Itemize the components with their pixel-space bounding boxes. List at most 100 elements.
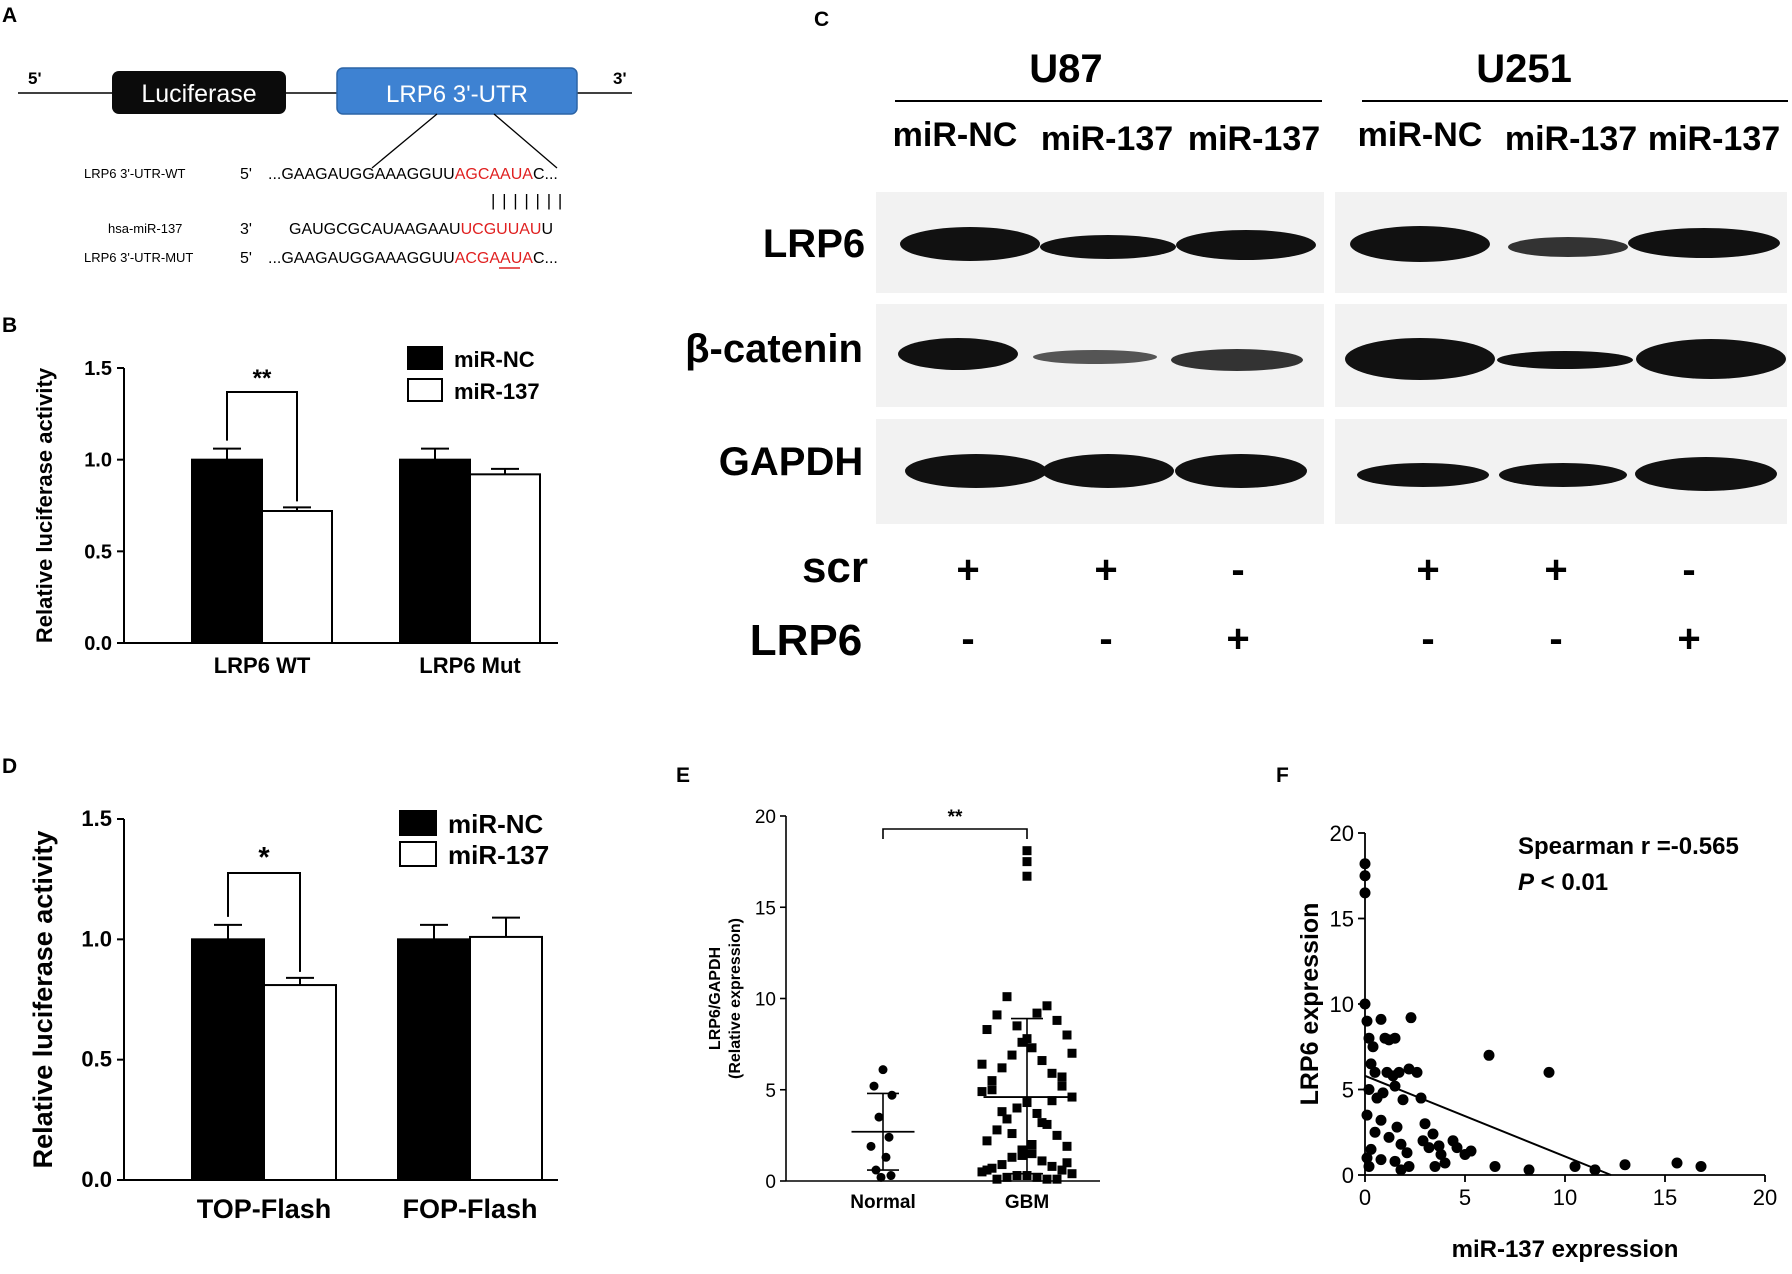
e-gbm-point xyxy=(1017,1150,1027,1160)
b-category-label: LRP6 WT xyxy=(214,653,311,678)
e-normal-point xyxy=(876,1172,886,1182)
utr-box xyxy=(336,67,578,115)
f-point xyxy=(1359,998,1371,1010)
f-point xyxy=(1423,1142,1435,1154)
d-bar xyxy=(263,984,337,1181)
bands xyxy=(898,226,1786,491)
group-label-u251: U251 xyxy=(1476,47,1572,91)
e-gbm-point xyxy=(1022,871,1032,881)
f-point xyxy=(1359,870,1371,882)
e-gbm-point xyxy=(1027,1140,1037,1149)
d-legend-swatch xyxy=(399,841,437,867)
band-u251-bcat-1 xyxy=(1345,338,1495,380)
f-point xyxy=(1363,1160,1375,1172)
f-point xyxy=(1365,1143,1377,1155)
e-gbm-point xyxy=(1067,1048,1077,1058)
e-gbm-point xyxy=(1052,1174,1062,1184)
wt-seq-black: ...GAAGAUGGAAAGGUU xyxy=(268,166,455,183)
panel-e: E 0 5 10 15 20 LRP6/GAPDH (Relative expression… xyxy=(676,764,1100,1213)
lrp6-sign: - xyxy=(1549,617,1562,661)
f-point xyxy=(1389,1155,1401,1167)
f-xtick-label: 5 xyxy=(1459,1185,1471,1210)
mir-row-name: hsa-miR-137 xyxy=(108,221,182,236)
e-ylabel-line1: LRP6/GAPDH xyxy=(707,947,724,1050)
wt-row-end: 5' xyxy=(240,166,252,183)
f-point xyxy=(1369,1066,1381,1078)
panel-f: F 0 5 10 15 20 0 5 10 15 20 miR-137 expression LRP6… xyxy=(1276,764,1777,1263)
b-ytick-label: 1.0 xyxy=(84,450,112,472)
e-gbm-point xyxy=(1022,846,1032,856)
e-gbm-point xyxy=(1057,1081,1067,1091)
f-point xyxy=(1401,1147,1413,1159)
band-u87-lrp6-1 xyxy=(900,227,1040,261)
e-gbm-point xyxy=(1017,1037,1027,1047)
lane-label-2: miR-137 xyxy=(1041,120,1173,158)
panel-d: D 0.0 0.5 1.0 1.5 Relative luciferase activi… xyxy=(2,755,558,1224)
e-gbm-point xyxy=(1047,1096,1057,1106)
e-gbm-point xyxy=(1062,1141,1072,1151)
lane-label-1: miR-NC xyxy=(893,116,1018,154)
lane-label-6: miR-137 xyxy=(1648,120,1780,158)
e-ytick-label: 0 xyxy=(765,1172,776,1193)
f-point xyxy=(1365,1058,1377,1070)
construct-3prime: 3' xyxy=(613,69,627,88)
e-gbm-point xyxy=(1042,1119,1052,1129)
f-point xyxy=(1489,1160,1501,1172)
f-pvalue-p: P xyxy=(1518,869,1535,896)
f-point xyxy=(1369,1126,1381,1138)
e-gbm-point xyxy=(982,1136,992,1146)
mut-seq-red: ACGAAUA xyxy=(455,250,534,267)
f-point xyxy=(1439,1157,1451,1169)
e-gbm-point xyxy=(982,1025,992,1035)
d-significance-stars: * xyxy=(258,842,270,874)
e-gbm-point xyxy=(1047,1161,1057,1171)
d-bar xyxy=(397,938,471,1181)
e-significance-bracket xyxy=(882,828,1028,839)
protein-label-beta-catenin: β-catenin xyxy=(685,327,863,371)
f-point xyxy=(1361,1152,1373,1164)
f-spearman-label: Spearman r =-0.565 xyxy=(1518,833,1739,860)
f-ytick-label: 15 xyxy=(1330,907,1354,932)
pairing-bars: | | | | | | | xyxy=(491,191,563,210)
f-point xyxy=(1523,1164,1535,1176)
d-ytick-label: 1.0 xyxy=(81,926,112,951)
band-u87-bcat-3 xyxy=(1171,349,1303,371)
f-point xyxy=(1419,1118,1431,1130)
panel-e-letter: E xyxy=(676,764,690,787)
f-xlabel: miR-137 expression xyxy=(1452,1236,1679,1263)
f-point xyxy=(1359,858,1371,870)
e-gbm-point xyxy=(1032,1172,1042,1182)
e-gbm-point xyxy=(1042,1001,1052,1011)
d-legend-label: miR-137 xyxy=(448,840,549,870)
lrp6-sign: + xyxy=(1226,617,1249,661)
scr-sign: - xyxy=(1231,548,1244,592)
scr-sign: + xyxy=(1094,548,1117,592)
e-gbm-point xyxy=(1057,1165,1067,1175)
e-gbm-point xyxy=(1062,1158,1072,1168)
e-gbm-point xyxy=(997,1063,1007,1073)
e-gbm-point xyxy=(992,1174,1002,1184)
mir-seq-black: GAUGCGCAUAAGAAU xyxy=(289,221,461,238)
band-u251-bcat-2 xyxy=(1497,351,1633,369)
e-gbm-point xyxy=(1027,1043,1037,1053)
d-category-label: FOP-Flash xyxy=(402,1194,537,1224)
e-normal-point xyxy=(866,1141,876,1151)
e-gbm-point xyxy=(1012,1103,1022,1113)
e-gbm-point xyxy=(1057,1072,1067,1082)
f-point xyxy=(1411,1066,1423,1078)
e-gbm-point xyxy=(997,1160,1007,1170)
panel-f-letter: F xyxy=(1276,764,1289,787)
f-ytick-label: 10 xyxy=(1330,992,1354,1017)
mir-sequence: GAUGCGCAUAAGAAUUCGUUAUU xyxy=(289,221,553,238)
band-u251-gapdh-3 xyxy=(1635,457,1777,491)
e-normal-point xyxy=(887,1090,897,1100)
f-ytick-label: 5 xyxy=(1342,1078,1354,1103)
e-gbm-point xyxy=(987,1076,997,1086)
f-point xyxy=(1363,1032,1375,1044)
utr-label: LRP6 3'-UTR xyxy=(386,81,528,108)
f-point xyxy=(1405,1012,1417,1024)
band-u251-bcat-3 xyxy=(1636,339,1786,379)
mir-seq-red: UCGUUAU xyxy=(461,221,542,238)
e-normal-point xyxy=(886,1171,896,1181)
lane-label-3: miR-137 xyxy=(1188,120,1320,158)
